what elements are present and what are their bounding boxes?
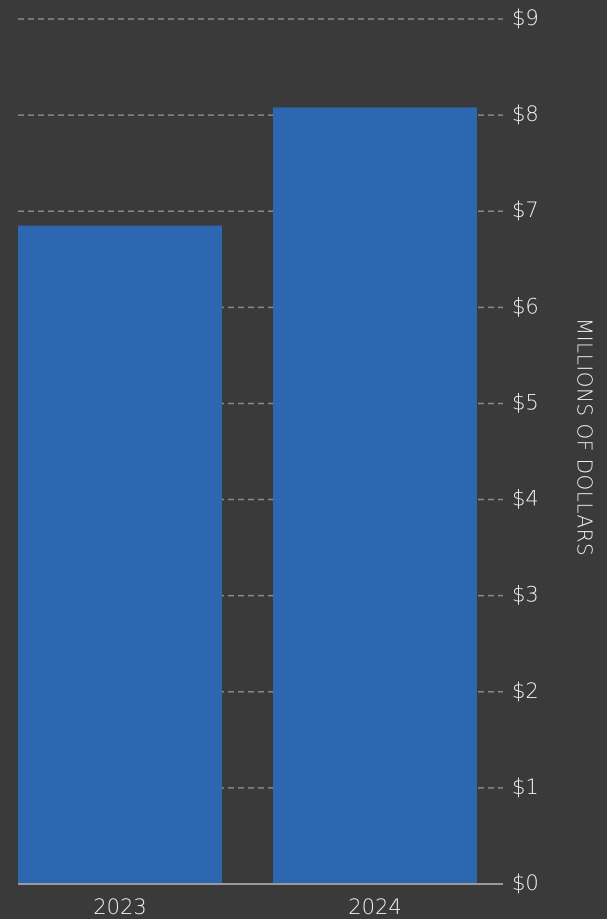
y-tick-label-2: $2 [512, 679, 539, 703]
x-category-labels: 2023 2024 [93, 895, 401, 919]
y-tick-label-6: $6 [512, 294, 539, 318]
y-tick-label-8: $8 [512, 102, 539, 126]
y-tick-label-7: $7 [512, 198, 539, 222]
x-category-label-2024: 2024 [348, 895, 401, 919]
y-tick-label-1: $1 [512, 775, 539, 799]
bar-2023 [18, 225, 222, 884]
bar-2024 [273, 107, 477, 884]
y-tick-label-3: $3 [512, 583, 539, 607]
x-category-label-2023: 2023 [93, 895, 146, 919]
y-tick-label-0: $0 [512, 871, 539, 895]
y-axis-title: MILLIONS OF DOLLARS [573, 318, 597, 556]
y-tick-label-4: $4 [512, 487, 539, 511]
y-tick-label-5: $5 [512, 390, 539, 414]
bars [18, 107, 477, 884]
y-tick-label-9: $9 [512, 6, 539, 30]
y-tick-labels: $0 $1 $2 $3 $4 $5 $6 $7 $8 $9 [512, 6, 539, 895]
